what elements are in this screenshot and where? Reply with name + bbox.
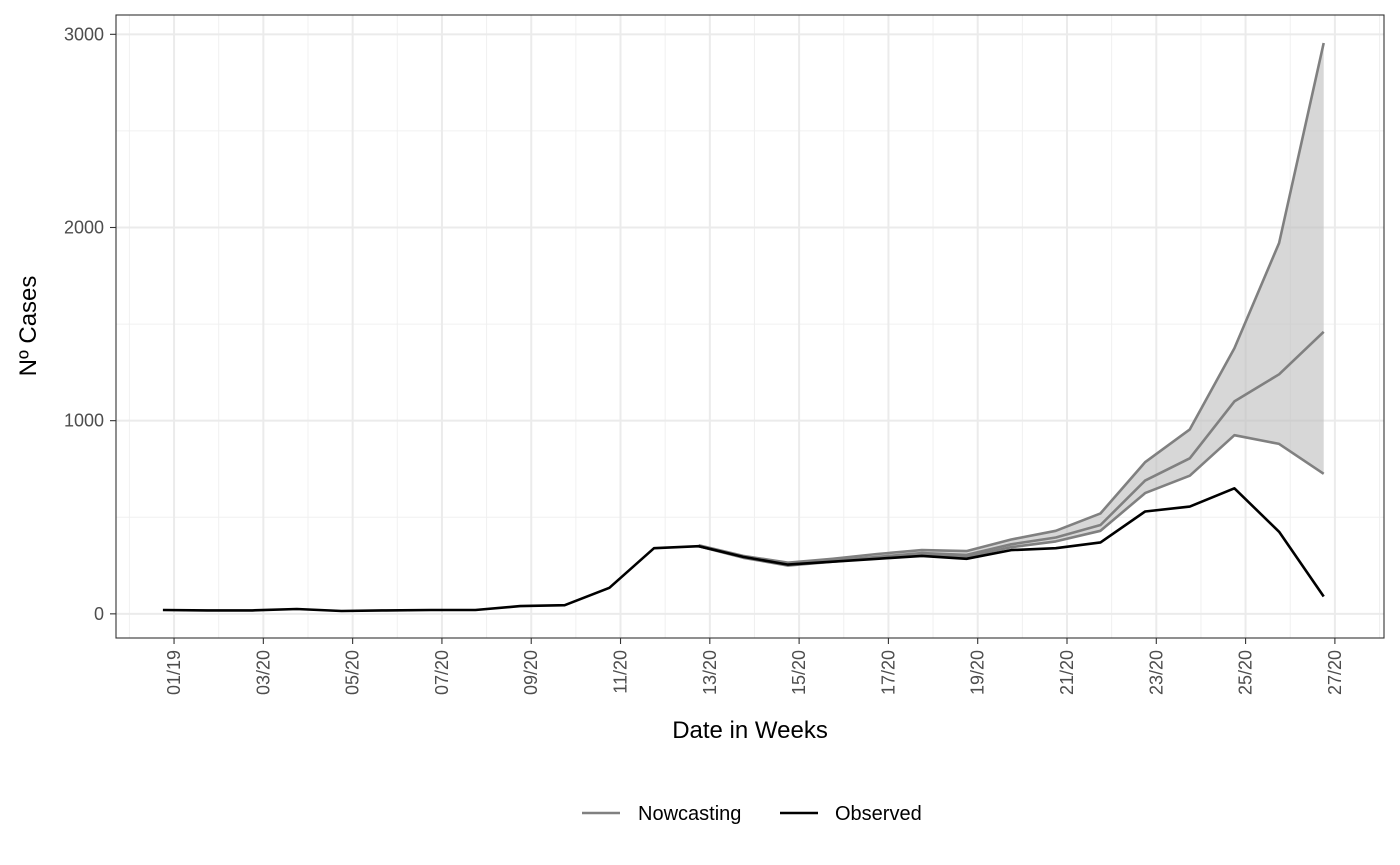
series-layer <box>162 42 1325 613</box>
x-tick-label: 15/20 <box>789 650 809 695</box>
panel-border <box>115 14 1385 639</box>
grid <box>116 15 1384 638</box>
legend: Nowcasting Observed <box>582 803 922 825</box>
panel-background <box>116 15 1384 638</box>
x-tick-label: 05/20 <box>343 650 363 695</box>
x-tick-label: 09/20 <box>521 650 541 695</box>
axes: 0 1000 2000 3000 01/19 03/20 05/20 07/20 09/20 11… <box>64 24 1345 695</box>
x-tick-label: 11/20 <box>611 650 631 694</box>
legend-label-observed: Observed <box>835 803 922 825</box>
y-tick-label: 3000 <box>64 24 104 44</box>
x-tick-label: 17/20 <box>878 650 898 695</box>
x-tick-label: 21/20 <box>1057 650 1077 695</box>
nowcasting-upper-line <box>698 42 1325 565</box>
x-tick-label: 23/20 <box>1146 650 1166 695</box>
y-tick-label: 1000 <box>64 411 104 431</box>
x-tick-label: 27/20 <box>1325 650 1345 695</box>
x-tick-label: 03/20 <box>253 650 273 695</box>
x-tick-label: 07/20 <box>432 650 452 695</box>
x-tick-label: 13/20 <box>700 650 720 695</box>
legend-label-nowcasting: Nowcasting <box>638 803 741 825</box>
x-tick-label: 01/19 <box>164 650 184 695</box>
x-tick-label: 19/20 <box>968 650 988 695</box>
y-tick-label: 0 <box>94 604 104 624</box>
x-axis-title: Date in Weeks <box>672 717 828 744</box>
y-tick-label: 2000 <box>64 217 104 237</box>
x-tick-label: 25/20 <box>1236 650 1256 695</box>
y-axis-title: Nº Cases <box>15 276 42 377</box>
observed-line <box>162 486 1325 613</box>
